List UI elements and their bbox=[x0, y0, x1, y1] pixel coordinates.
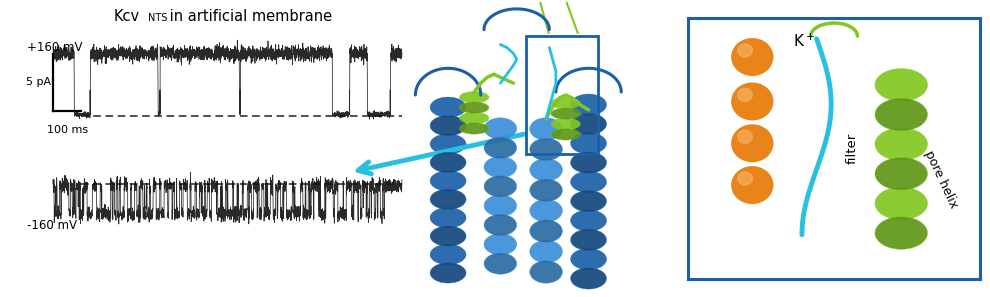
Ellipse shape bbox=[430, 97, 466, 117]
Ellipse shape bbox=[530, 220, 562, 242]
Text: filter: filter bbox=[845, 133, 858, 164]
Ellipse shape bbox=[875, 187, 928, 220]
Circle shape bbox=[738, 130, 752, 143]
Text: pore helix: pore helix bbox=[922, 149, 959, 211]
Ellipse shape bbox=[875, 157, 928, 190]
Ellipse shape bbox=[570, 249, 607, 270]
Ellipse shape bbox=[459, 102, 489, 113]
Ellipse shape bbox=[570, 210, 607, 231]
Ellipse shape bbox=[530, 240, 562, 263]
Ellipse shape bbox=[459, 123, 489, 134]
Circle shape bbox=[732, 83, 773, 120]
Ellipse shape bbox=[459, 112, 489, 124]
Ellipse shape bbox=[430, 226, 466, 246]
Ellipse shape bbox=[484, 195, 517, 216]
Ellipse shape bbox=[430, 189, 466, 209]
Ellipse shape bbox=[875, 128, 928, 160]
Ellipse shape bbox=[530, 138, 562, 161]
Text: 100 ms: 100 ms bbox=[47, 125, 88, 135]
Bar bbox=[527, 36, 598, 154]
Ellipse shape bbox=[484, 118, 517, 139]
Text: Kcv: Kcv bbox=[113, 9, 140, 24]
Ellipse shape bbox=[530, 118, 562, 140]
Ellipse shape bbox=[430, 134, 466, 154]
Ellipse shape bbox=[570, 94, 607, 115]
Ellipse shape bbox=[570, 152, 607, 173]
Ellipse shape bbox=[570, 171, 607, 192]
Circle shape bbox=[732, 167, 773, 203]
Ellipse shape bbox=[484, 253, 517, 274]
Ellipse shape bbox=[430, 208, 466, 228]
Ellipse shape bbox=[459, 91, 489, 103]
Ellipse shape bbox=[875, 69, 928, 101]
Text: 5 pA: 5 pA bbox=[26, 78, 51, 87]
Ellipse shape bbox=[430, 244, 466, 265]
Ellipse shape bbox=[570, 113, 607, 135]
Ellipse shape bbox=[430, 152, 466, 173]
Ellipse shape bbox=[484, 157, 517, 178]
Ellipse shape bbox=[530, 200, 562, 222]
Circle shape bbox=[738, 44, 752, 57]
Ellipse shape bbox=[551, 108, 580, 119]
Text: -160 mV: -160 mV bbox=[27, 219, 77, 232]
Circle shape bbox=[732, 39, 773, 75]
Text: K$^+$: K$^+$ bbox=[793, 33, 815, 50]
Ellipse shape bbox=[484, 137, 517, 158]
Ellipse shape bbox=[551, 129, 580, 140]
Ellipse shape bbox=[484, 234, 517, 255]
Circle shape bbox=[732, 125, 773, 162]
Ellipse shape bbox=[484, 176, 517, 197]
Ellipse shape bbox=[551, 118, 580, 130]
Ellipse shape bbox=[430, 171, 466, 191]
Ellipse shape bbox=[875, 217, 928, 249]
Ellipse shape bbox=[551, 97, 580, 109]
Ellipse shape bbox=[430, 116, 466, 136]
Ellipse shape bbox=[875, 98, 928, 131]
Ellipse shape bbox=[530, 159, 562, 181]
Ellipse shape bbox=[570, 268, 607, 289]
Circle shape bbox=[738, 89, 752, 102]
Ellipse shape bbox=[570, 191, 607, 212]
Text: in artificial membrane: in artificial membrane bbox=[165, 9, 333, 24]
Ellipse shape bbox=[570, 133, 607, 154]
Text: +160 mV: +160 mV bbox=[27, 41, 82, 54]
Ellipse shape bbox=[530, 179, 562, 201]
Ellipse shape bbox=[484, 214, 517, 236]
Ellipse shape bbox=[430, 263, 466, 283]
Circle shape bbox=[738, 172, 752, 185]
Ellipse shape bbox=[570, 229, 607, 250]
Text: NTS: NTS bbox=[148, 13, 168, 23]
Ellipse shape bbox=[530, 261, 562, 283]
